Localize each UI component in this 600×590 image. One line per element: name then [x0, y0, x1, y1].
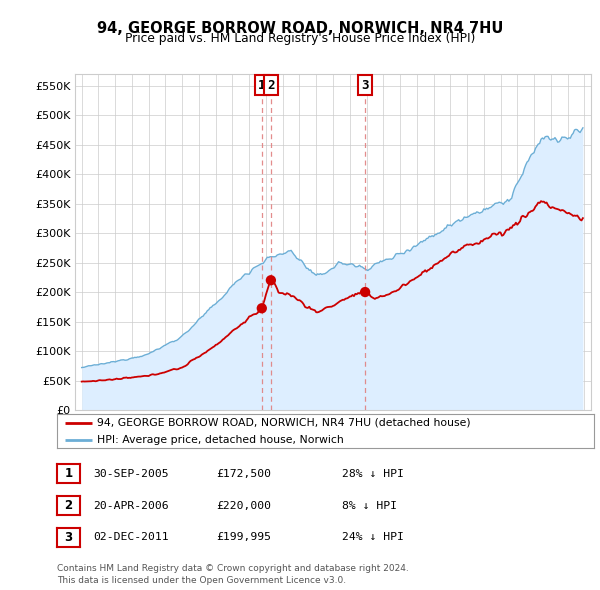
Text: £220,000: £220,000 — [216, 501, 271, 510]
Text: Contains HM Land Registry data © Crown copyright and database right 2024.
This d: Contains HM Land Registry data © Crown c… — [57, 565, 409, 585]
Text: 30-SEP-2005: 30-SEP-2005 — [93, 469, 169, 478]
Text: HPI: Average price, detached house, Norwich: HPI: Average price, detached house, Norw… — [97, 435, 344, 445]
Text: 20-APR-2006: 20-APR-2006 — [93, 501, 169, 510]
Text: 8% ↓ HPI: 8% ↓ HPI — [342, 501, 397, 510]
Text: 1: 1 — [258, 79, 266, 92]
Text: Price paid vs. HM Land Registry's House Price Index (HPI): Price paid vs. HM Land Registry's House … — [125, 32, 475, 45]
Text: 3: 3 — [361, 79, 369, 92]
Text: 02-DEC-2011: 02-DEC-2011 — [93, 533, 169, 542]
Text: 3: 3 — [64, 531, 73, 544]
Text: 1: 1 — [64, 467, 73, 480]
Text: 28% ↓ HPI: 28% ↓ HPI — [342, 469, 404, 478]
Text: £199,995: £199,995 — [216, 533, 271, 542]
Point — [257, 303, 266, 313]
Text: 2: 2 — [64, 499, 73, 512]
Point — [266, 276, 275, 285]
Point — [361, 287, 370, 297]
Text: 94, GEORGE BORROW ROAD, NORWICH, NR4 7HU: 94, GEORGE BORROW ROAD, NORWICH, NR4 7HU — [97, 21, 503, 35]
Text: 24% ↓ HPI: 24% ↓ HPI — [342, 533, 404, 542]
Text: £172,500: £172,500 — [216, 469, 271, 478]
Text: 2: 2 — [267, 79, 275, 92]
Text: 94, GEORGE BORROW ROAD, NORWICH, NR4 7HU (detached house): 94, GEORGE BORROW ROAD, NORWICH, NR4 7HU… — [97, 418, 471, 428]
